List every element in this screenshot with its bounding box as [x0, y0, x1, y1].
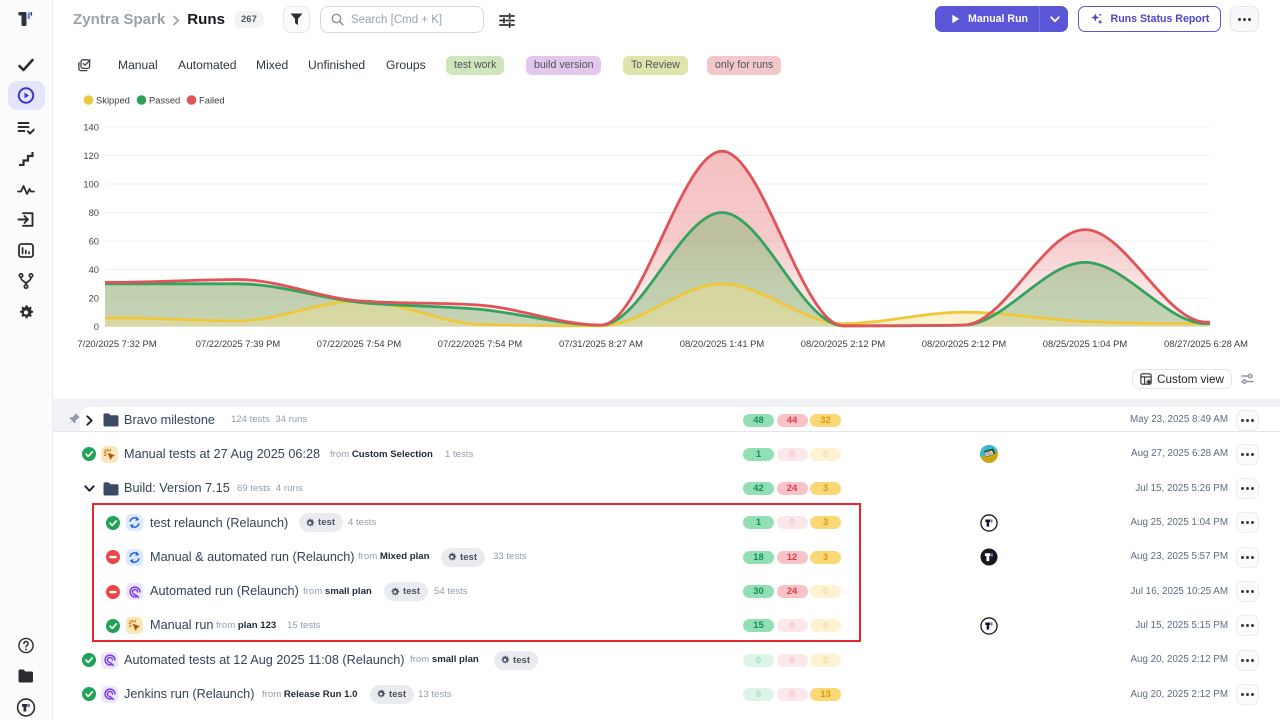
svg-text:100: 100: [83, 178, 99, 189]
svg-text:Skipped: Skipped: [96, 94, 130, 105]
svg-text:08/25/2025 1:04 PM: 08/25/2025 1:04 PM: [1043, 338, 1128, 349]
svg-text:07/22/2025 7:39 PM: 07/22/2025 7:39 PM: [196, 338, 281, 349]
svg-text:140: 140: [83, 121, 99, 132]
svg-text:08/20/2025 2:12 PM: 08/20/2025 2:12 PM: [801, 338, 886, 349]
svg-text:120: 120: [83, 150, 99, 161]
svg-text:Failed: Failed: [199, 94, 225, 105]
svg-text:Passed: Passed: [149, 94, 180, 105]
svg-text:40: 40: [89, 264, 99, 275]
svg-text:07/22/2025 7:54 PM: 07/22/2025 7:54 PM: [438, 338, 523, 349]
svg-text:08/20/2025 2:12 PM: 08/20/2025 2:12 PM: [922, 338, 1007, 349]
svg-text:80: 80: [89, 207, 99, 218]
svg-text:08/20/2025 1:41 PM: 08/20/2025 1:41 PM: [680, 338, 765, 349]
svg-text:07/31/2025 8:27 AM: 07/31/2025 8:27 AM: [559, 338, 643, 349]
svg-text:60: 60: [89, 235, 99, 246]
svg-text:0: 0: [94, 321, 99, 332]
svg-text:08/27/2025 6:28 AM: 08/27/2025 6:28 AM: [1164, 338, 1248, 349]
svg-text:20: 20: [89, 292, 99, 303]
svg-text:07/22/2025 7:54 PM: 07/22/2025 7:54 PM: [317, 338, 402, 349]
svg-text:7/20/2025 7:32 PM: 7/20/2025 7:32 PM: [77, 338, 156, 349]
